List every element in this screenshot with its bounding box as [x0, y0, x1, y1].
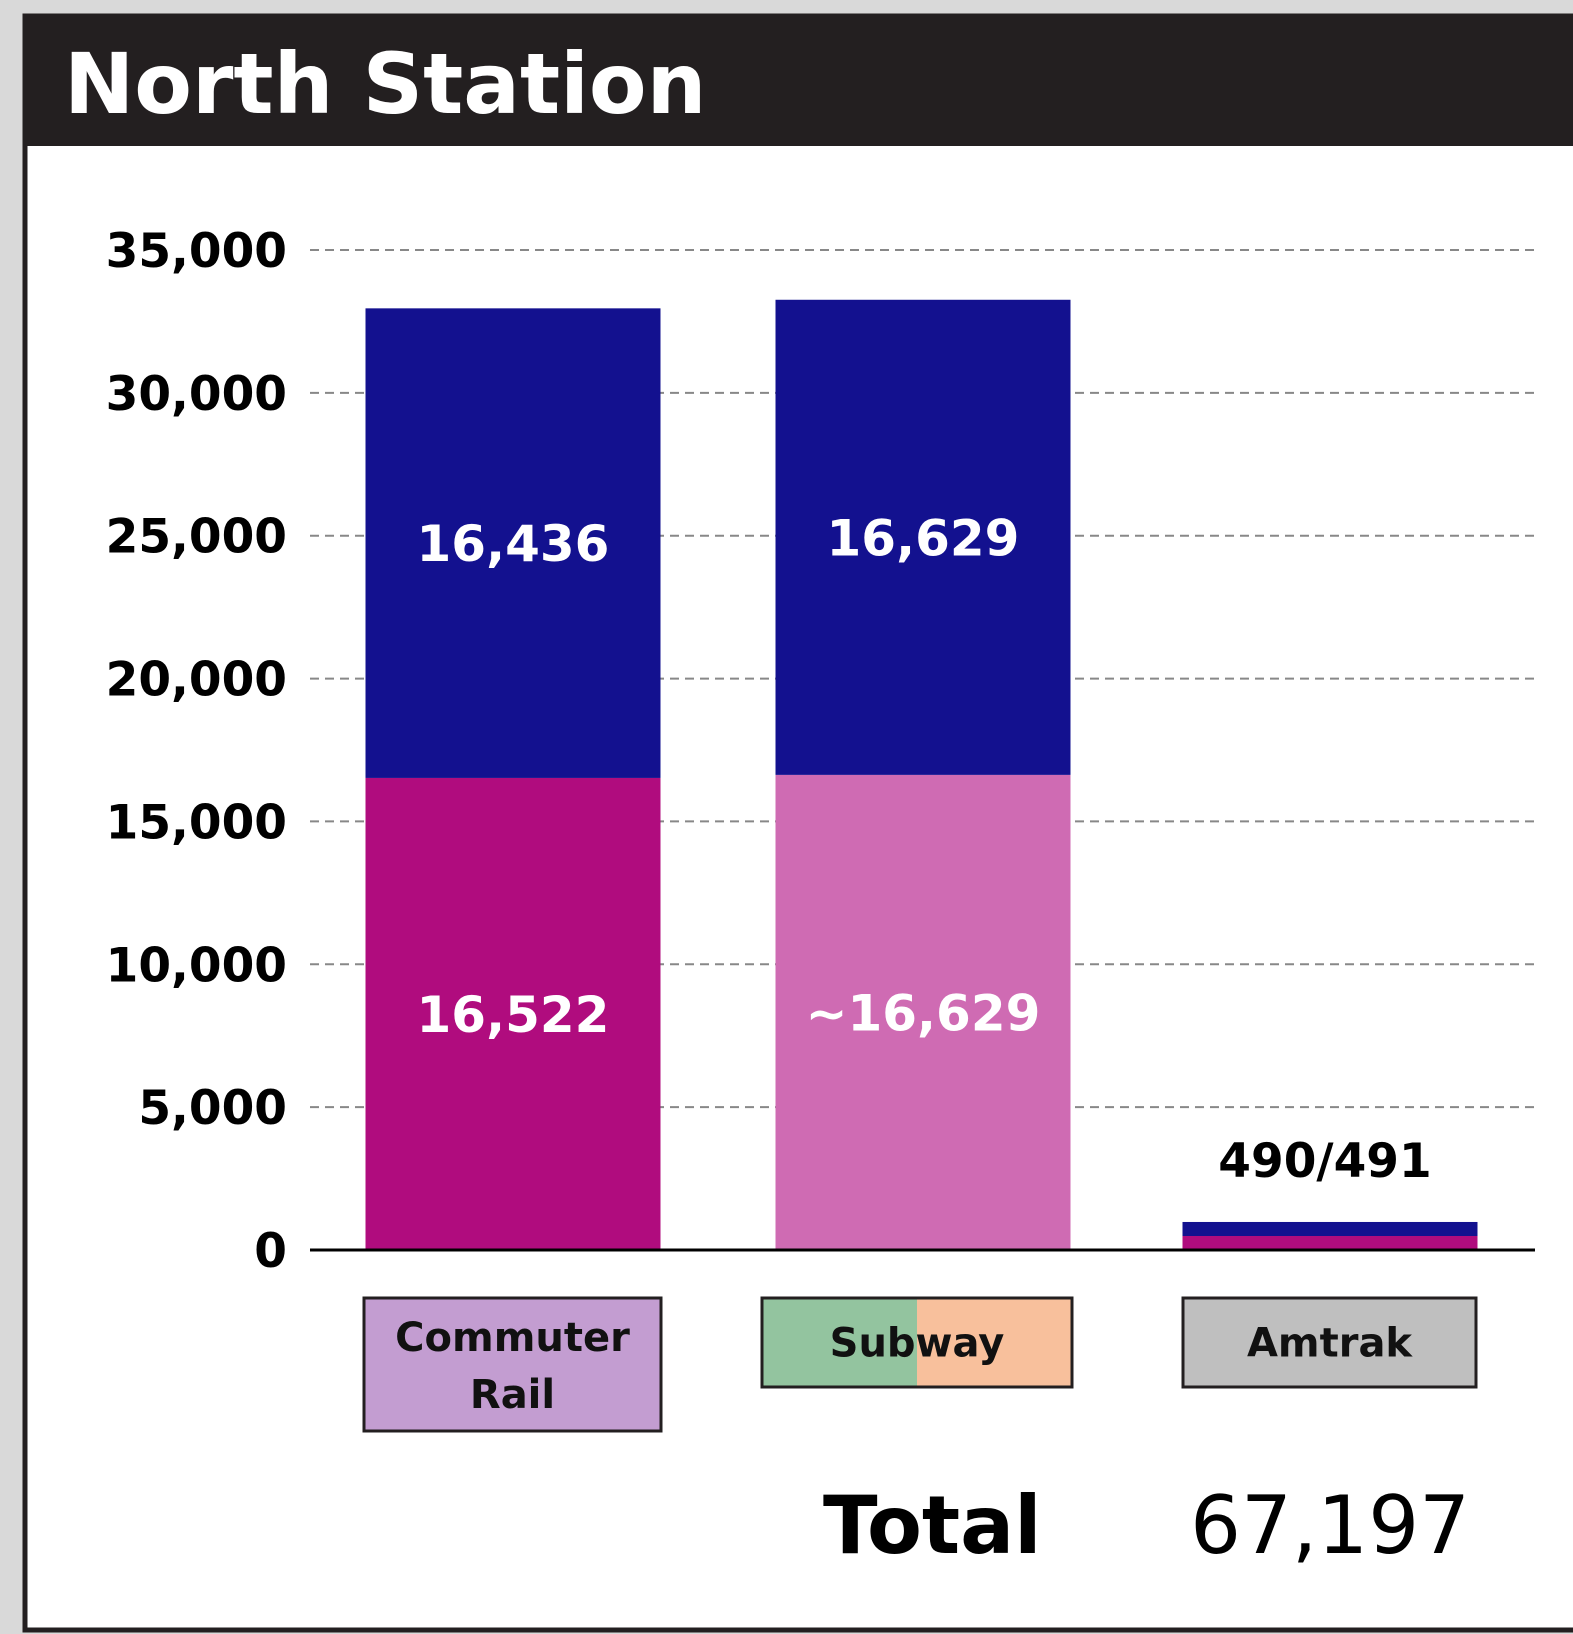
y-tick-label: 25,000	[106, 510, 287, 565]
category-box: Amtrak	[1181, 1296, 1478, 1389]
y-tick-label: 15,000	[106, 795, 287, 850]
category-box-fill	[762, 1298, 917, 1387]
y-tick-label: 30,000	[106, 367, 287, 422]
y-tick-label: 10,000	[106, 938, 287, 993]
bar-segment	[775, 299, 1071, 775]
total-label: Total	[823, 1479, 1042, 1572]
x-tick-label: Subway	[830, 1321, 1005, 1367]
annotation: 490/491	[1218, 1134, 1431, 1189]
category-box-border	[1181, 1296, 1478, 1389]
bar-segment	[1182, 1236, 1478, 1250]
segment-label: ~16,629	[806, 984, 1041, 1042]
x-tick-label: Commuter Rail	[395, 1315, 630, 1418]
category-box-border	[362, 1296, 663, 1433]
bar-segment	[365, 777, 661, 1250]
category-box-fill	[364, 1298, 661, 1431]
bar-segment	[365, 308, 661, 778]
bar-segment	[775, 774, 1071, 1250]
bar-segment	[1182, 1221, 1478, 1236]
y-tick-label: 0	[254, 1224, 287, 1279]
segment-label: 16,629	[827, 509, 1020, 567]
category-box-fill	[917, 1298, 1072, 1387]
x-tick-label: Amtrak	[1247, 1321, 1413, 1367]
header-band	[23, 16, 1573, 146]
segment-label: 16,436	[417, 515, 610, 573]
category-box: Commuter Rail	[362, 1296, 663, 1433]
category-box: Subway	[760, 1296, 1074, 1389]
chart-title: North Station	[64, 35, 706, 133]
y-tick-label: 35,000	[106, 224, 287, 279]
total-value: 67,197	[1190, 1479, 1470, 1572]
segment-label: 16,522	[417, 986, 610, 1044]
category-box-fill	[1183, 1298, 1476, 1387]
category-box-border	[760, 1296, 1074, 1389]
y-tick-label: 5,000	[138, 1081, 287, 1136]
y-tick-label: 20,000	[106, 653, 287, 708]
